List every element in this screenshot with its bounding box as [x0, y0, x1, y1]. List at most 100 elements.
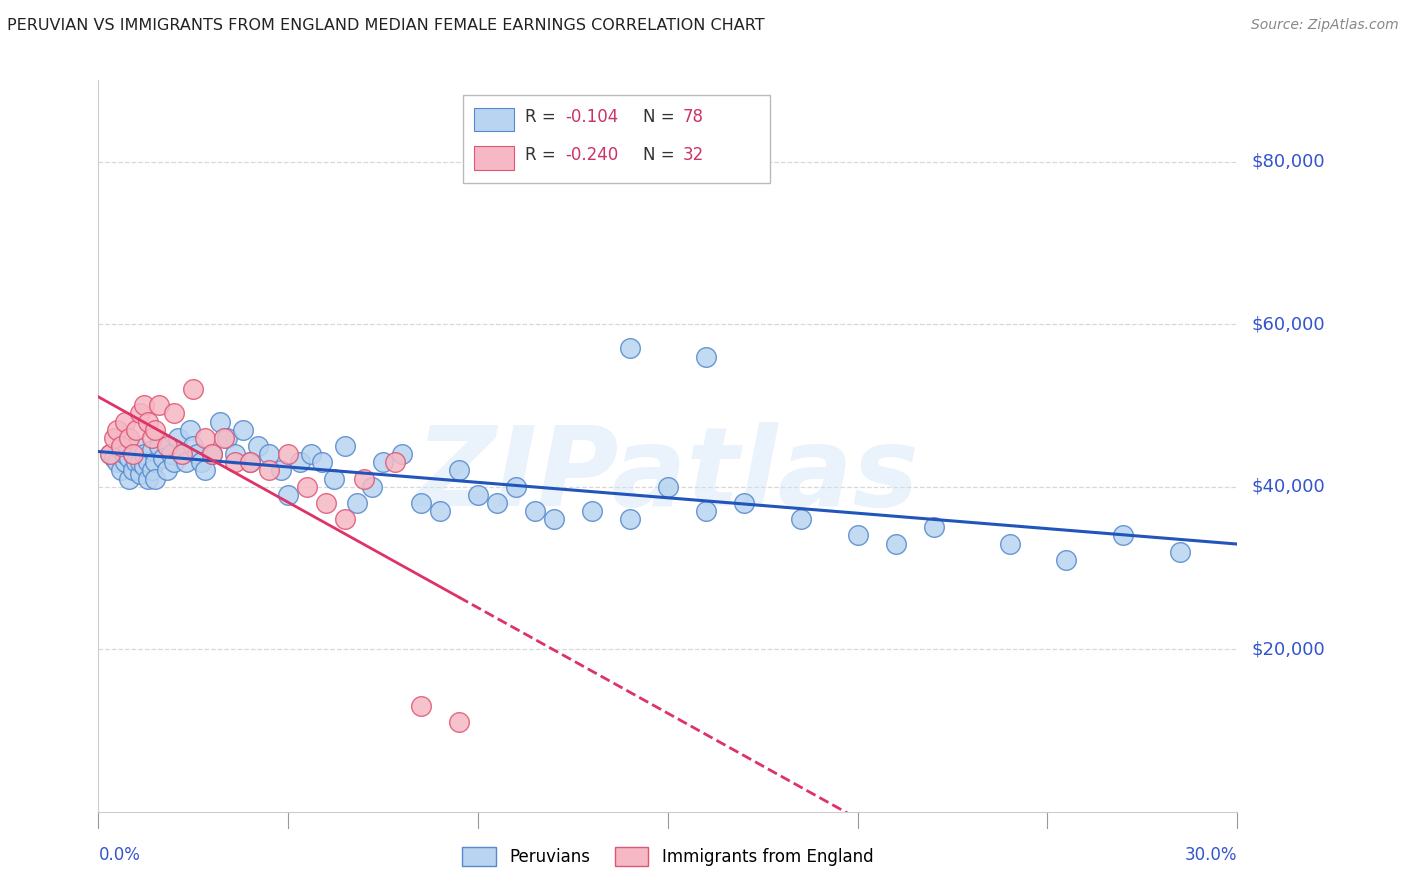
- Point: [790, 512, 813, 526]
- Point: [315, 496, 337, 510]
- FancyBboxPatch shape: [474, 146, 515, 169]
- Point: [129, 467, 152, 482]
- Point: [121, 447, 143, 461]
- Point: [118, 471, 141, 485]
- Point: [152, 451, 174, 466]
- Point: [297, 480, 319, 494]
- Point: [194, 463, 217, 477]
- Point: [217, 431, 239, 445]
- Point: [183, 439, 205, 453]
- Point: [299, 447, 322, 461]
- Point: [524, 504, 547, 518]
- Point: [391, 447, 413, 461]
- Point: [259, 447, 281, 461]
- Point: [107, 455, 129, 469]
- Point: [103, 451, 125, 466]
- Point: [114, 447, 136, 461]
- Point: [136, 455, 159, 469]
- Point: [449, 715, 471, 730]
- Point: [619, 342, 641, 356]
- Text: $20,000: $20,000: [1251, 640, 1324, 658]
- Point: [486, 496, 509, 510]
- Point: [1056, 553, 1078, 567]
- Point: [201, 447, 224, 461]
- Point: [224, 447, 246, 461]
- Text: $40,000: $40,000: [1251, 477, 1324, 496]
- Point: [118, 451, 141, 466]
- Text: Source: ZipAtlas.com: Source: ZipAtlas.com: [1251, 18, 1399, 32]
- Point: [132, 459, 155, 474]
- Point: [114, 455, 136, 469]
- Text: N =: N =: [643, 108, 679, 126]
- Point: [148, 439, 170, 453]
- Point: [129, 455, 152, 469]
- Point: [201, 447, 224, 461]
- Text: 0.0%: 0.0%: [98, 847, 141, 864]
- Point: [110, 463, 132, 477]
- Point: [163, 407, 186, 421]
- Point: [998, 536, 1021, 550]
- Point: [145, 471, 167, 485]
- Point: [118, 431, 141, 445]
- Point: [543, 512, 565, 526]
- Point: [183, 382, 205, 396]
- Point: [270, 463, 292, 477]
- Text: -0.104: -0.104: [565, 108, 619, 126]
- Point: [429, 504, 451, 518]
- Point: [163, 455, 186, 469]
- Text: 32: 32: [683, 146, 704, 164]
- Point: [110, 443, 132, 458]
- Point: [288, 455, 311, 469]
- Point: [98, 447, 121, 461]
- Legend: Peruvians, Immigrants from England: Peruvians, Immigrants from England: [456, 840, 880, 873]
- Point: [1170, 544, 1192, 558]
- Point: [239, 455, 262, 469]
- Point: [224, 455, 246, 469]
- FancyBboxPatch shape: [463, 95, 770, 183]
- Point: [107, 423, 129, 437]
- Point: [190, 455, 212, 469]
- Point: [141, 443, 163, 458]
- Text: PERUVIAN VS IMMIGRANTS FROM ENGLAND MEDIAN FEMALE EARNINGS CORRELATION CHART: PERUVIAN VS IMMIGRANTS FROM ENGLAND MEDI…: [7, 18, 765, 33]
- Text: ZIPatlas: ZIPatlas: [416, 422, 920, 529]
- Point: [179, 423, 201, 437]
- Point: [186, 447, 208, 461]
- Point: [581, 504, 603, 518]
- Point: [246, 439, 269, 453]
- Point: [733, 496, 755, 510]
- Point: [695, 350, 717, 364]
- Point: [846, 528, 869, 542]
- Text: $60,000: $60,000: [1251, 315, 1324, 333]
- Text: 78: 78: [683, 108, 703, 126]
- Point: [411, 699, 433, 714]
- Point: [212, 431, 235, 445]
- Point: [208, 415, 231, 429]
- Text: N =: N =: [643, 146, 679, 164]
- Point: [335, 512, 357, 526]
- Text: -0.240: -0.240: [565, 146, 619, 164]
- Point: [170, 447, 193, 461]
- Point: [232, 423, 254, 437]
- FancyBboxPatch shape: [474, 108, 515, 131]
- Point: [159, 447, 181, 461]
- Point: [132, 398, 155, 412]
- Point: [277, 447, 299, 461]
- Point: [103, 431, 125, 445]
- Point: [360, 480, 382, 494]
- Point: [110, 439, 132, 453]
- Point: [98, 447, 121, 461]
- Point: [114, 415, 136, 429]
- Point: [384, 455, 406, 469]
- Point: [346, 496, 368, 510]
- Point: [145, 455, 167, 469]
- Point: [695, 504, 717, 518]
- Point: [129, 407, 152, 421]
- Point: [311, 455, 333, 469]
- Point: [136, 471, 159, 485]
- Point: [657, 480, 679, 494]
- Point: [259, 463, 281, 477]
- Point: [411, 496, 433, 510]
- Point: [922, 520, 945, 534]
- Point: [174, 455, 197, 469]
- Point: [156, 463, 179, 477]
